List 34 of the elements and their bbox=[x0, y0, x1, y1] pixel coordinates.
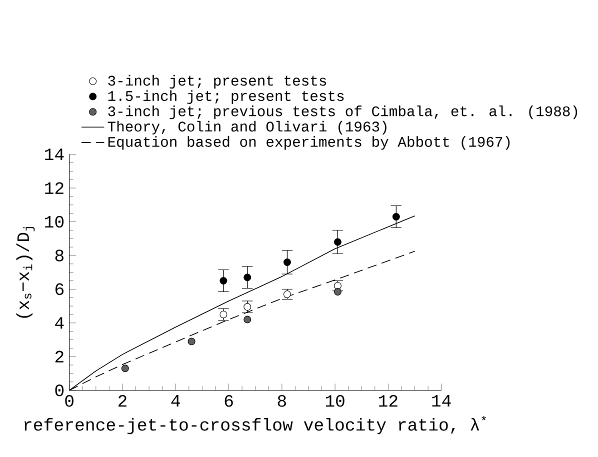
point bbox=[220, 310, 228, 318]
y-tick-label: 4 bbox=[55, 317, 64, 329]
legend-label: Theory, Colin and Olivari (1963) bbox=[108, 120, 386, 134]
point bbox=[244, 303, 252, 311]
x-tick-label: 6 bbox=[224, 395, 233, 407]
y-tick-label: 12 bbox=[45, 182, 64, 194]
x-tick-label: 0 bbox=[65, 395, 74, 407]
x-tick-label: 2 bbox=[118, 395, 126, 407]
point bbox=[283, 258, 291, 266]
point bbox=[244, 316, 252, 324]
point bbox=[220, 277, 228, 284]
x-tick-label: 14 bbox=[432, 395, 451, 406]
point bbox=[334, 238, 342, 246]
x-tick-label: 8 bbox=[278, 395, 286, 407]
point bbox=[244, 274, 252, 282]
point bbox=[188, 338, 196, 346]
y-axis-title: (x$_{s}$−x$_{i}$)/D$_{j}$ bbox=[16, 227, 35, 318]
y-tick-label: 8 bbox=[55, 250, 64, 262]
legend-label: Equation based on experiments by Abbott (1967) bbox=[108, 136, 510, 150]
y-tick-label: 2 bbox=[55, 350, 64, 362]
y-tick-label: 14 bbox=[45, 148, 64, 160]
point bbox=[334, 288, 342, 296]
y-tick-label: 10 bbox=[45, 216, 64, 228]
point bbox=[121, 364, 129, 372]
legend-label: 1.5-inch jet; present tests bbox=[108, 90, 344, 104]
legend-label: 3-inch jet; present tests bbox=[108, 74, 326, 89]
x-tick-label: 10 bbox=[326, 395, 344, 407]
x-tick-label: 4 bbox=[171, 395, 180, 406]
point bbox=[392, 212, 400, 220]
x-axis-title: reference-jet-to-crossflow velocity ratio, λ$^{*}$ bbox=[24, 416, 486, 434]
x-tick-label: 12 bbox=[379, 395, 398, 407]
legend-label: 3-inch jet; previous tests of Cimbala, et. al. (1988) bbox=[108, 106, 578, 120]
y-tick-label: 6 bbox=[56, 283, 64, 296]
y-tick-label: 0 bbox=[55, 384, 64, 396]
